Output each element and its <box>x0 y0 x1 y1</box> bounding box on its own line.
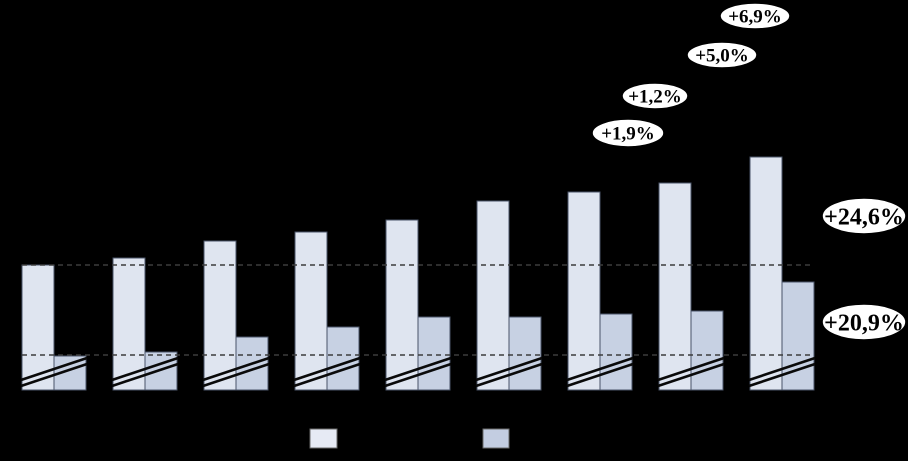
bar-light-7 <box>567 191 601 391</box>
axis-break-mark-1-2 <box>20 362 88 388</box>
axis-break-mark-5-2 <box>384 362 452 388</box>
annotation-label-5: +24,6% <box>824 204 904 230</box>
bar-light-2 <box>112 257 146 391</box>
annotation-ellipse-6 <box>821 303 907 341</box>
annotation-label-4: +6,9% <box>728 7 782 28</box>
annotation-ellipse-1 <box>591 118 665 148</box>
annotation-label-2: +1,2% <box>628 87 682 108</box>
bar-dark-7 <box>599 313 633 391</box>
bar-light-5 <box>385 219 419 391</box>
bar-light-4 <box>294 231 328 391</box>
annotation-ellipse-4 <box>719 2 791 30</box>
axis-break-mark-6-1 <box>475 356 543 382</box>
legend-swatch-1 <box>309 428 338 449</box>
axis-break-mark-8-2 <box>657 362 725 388</box>
axis-break-mark-2-1 <box>111 356 179 382</box>
annotation-label-3: +5,0% <box>695 46 749 67</box>
axis-break-mark-8-1 <box>657 356 725 382</box>
axis-break-mark-7-2 <box>566 362 634 388</box>
legend-swatch-2 <box>482 428 510 449</box>
bar-light-1 <box>21 264 55 391</box>
axis-break-mark-3-1 <box>202 356 270 382</box>
annotation-ellipse-3 <box>686 41 758 69</box>
bar-light-9 <box>749 156 783 391</box>
axis-break-mark-3-2 <box>202 362 270 388</box>
annotation-ellipse-2 <box>621 82 689 110</box>
axis-break-mark-6-2 <box>475 362 543 388</box>
axis-break-mark-9-1 <box>748 356 816 382</box>
axis-break-mark-4-1 <box>293 356 361 382</box>
axis-break-mark-1-1 <box>20 356 88 382</box>
bar-dark-5 <box>417 316 451 391</box>
axis-break-mark-2-2 <box>111 362 179 388</box>
bar-dark-4 <box>326 326 360 391</box>
bar-light-3 <box>203 240 237 391</box>
annotation-label-1: +1,9% <box>601 124 655 145</box>
axis-break-mark-7-1 <box>566 356 634 382</box>
bar-dark-8 <box>690 310 724 391</box>
axis-break-mark-9-2 <box>748 362 816 388</box>
annotation-label-6: +20,9% <box>824 310 904 336</box>
bar-light-8 <box>658 182 692 391</box>
bar-light-6 <box>476 200 510 391</box>
axis-break-mark-5-1 <box>384 356 452 382</box>
axis-break-mark-4-2 <box>293 362 361 388</box>
bar-dark-6 <box>508 316 542 391</box>
annotation-ellipse-5 <box>821 197 907 235</box>
